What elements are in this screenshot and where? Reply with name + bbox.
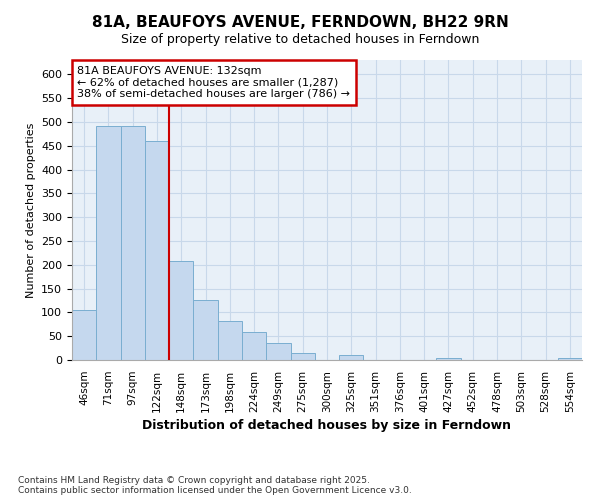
Bar [558, 358, 582, 360]
Bar [266, 344, 290, 360]
Text: Contains HM Land Registry data © Crown copyright and database right 2025.
Contai: Contains HM Land Registry data © Crown c… [18, 476, 412, 495]
Text: 81A BEAUFOYS AVENUE: 132sqm
← 62% of detached houses are smaller (1,287)
38% of : 81A BEAUFOYS AVENUE: 132sqm ← 62% of det… [77, 66, 350, 99]
Text: Size of property relative to detached houses in Ferndown: Size of property relative to detached ho… [121, 32, 479, 46]
Bar [218, 321, 242, 360]
Bar [145, 141, 169, 360]
X-axis label: Distribution of detached houses by size in Ferndown: Distribution of detached houses by size … [143, 419, 511, 432]
Bar [339, 355, 364, 360]
Bar [96, 126, 121, 360]
Bar [121, 126, 145, 360]
Bar [436, 358, 461, 360]
Bar [169, 261, 193, 360]
Text: 81A, BEAUFOYS AVENUE, FERNDOWN, BH22 9RN: 81A, BEAUFOYS AVENUE, FERNDOWN, BH22 9RN [92, 15, 508, 30]
Bar [193, 300, 218, 360]
Bar [290, 353, 315, 360]
Bar [72, 310, 96, 360]
Y-axis label: Number of detached properties: Number of detached properties [26, 122, 35, 298]
Bar [242, 332, 266, 360]
